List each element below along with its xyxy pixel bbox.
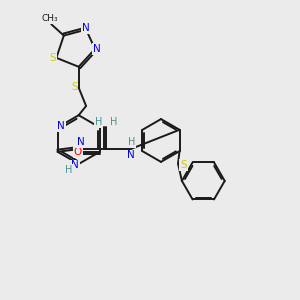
Text: N: N	[77, 137, 85, 147]
Text: N: N	[93, 44, 101, 54]
Text: N: N	[128, 150, 135, 161]
Text: H: H	[128, 137, 135, 147]
Text: S: S	[50, 53, 56, 63]
Text: N: N	[71, 160, 79, 170]
Text: S: S	[180, 160, 187, 170]
Text: CH₃: CH₃	[41, 14, 58, 23]
Text: S: S	[71, 82, 77, 92]
Text: H: H	[64, 165, 72, 175]
Text: H: H	[110, 117, 117, 127]
Text: N: N	[57, 121, 65, 131]
Text: O: O	[74, 147, 82, 157]
Text: N: N	[82, 23, 90, 33]
Text: H: H	[95, 117, 102, 127]
